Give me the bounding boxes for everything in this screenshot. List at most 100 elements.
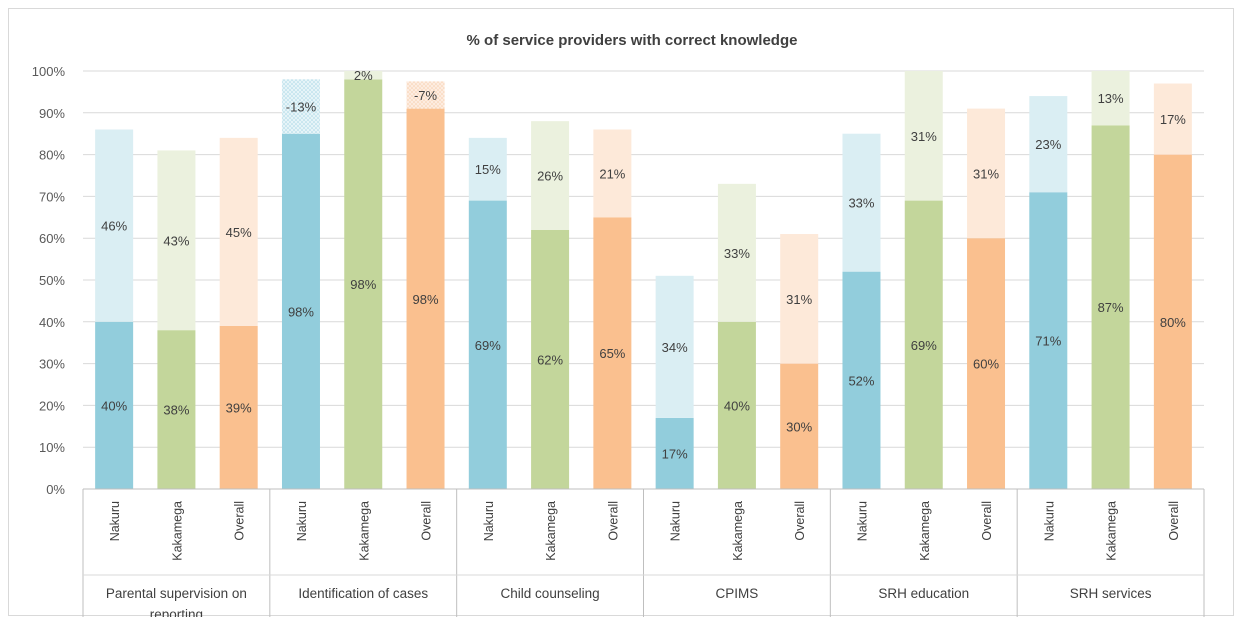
bar-change-nakuru <box>95 129 134 322</box>
x-axis: Nakuru Kakamega Overall Nakuru Kakamega Overa… <box>82 488 1205 617</box>
y-tick-label: 80% <box>39 148 65 163</box>
data-label-base: 39% <box>226 400 252 415</box>
data-label-change: 34% <box>662 340 688 355</box>
data-label-base: 65% <box>599 346 625 361</box>
bar-change-kakamega <box>904 71 943 201</box>
data-label-base: 80% <box>1160 315 1186 330</box>
bar-base-overall <box>593 217 632 490</box>
bar-change-overall <box>1153 83 1192 155</box>
data-label-base: 69% <box>911 338 937 353</box>
y-tick-label: 40% <box>39 315 65 330</box>
x-category-label: Kakamega <box>357 501 371 561</box>
bar-base-overall <box>219 325 258 489</box>
data-label-change: 31% <box>786 292 812 307</box>
bar-change-nakuru <box>468 137 507 201</box>
x-group-label: Child counseling <box>501 586 600 601</box>
x-group-label: SRH services <box>1070 586 1152 601</box>
x-category-label: Nakuru <box>1042 501 1056 541</box>
data-label-change: 21% <box>599 166 625 181</box>
data-label-change: 17% <box>1160 112 1186 127</box>
x-category-label: Nakuru <box>108 501 122 541</box>
x-group-label: Identification of cases <box>298 586 428 601</box>
chart-frame: % of service providers with correct know… <box>8 8 1234 617</box>
bar-change-kakamega <box>157 150 196 331</box>
bar-change-kakamega <box>531 121 570 230</box>
data-label-change: 15% <box>475 162 501 177</box>
y-tick-label: 50% <box>39 273 65 288</box>
y-tick-label: 20% <box>39 398 65 413</box>
bar-change-overall <box>406 81 445 109</box>
chart-title: % of service providers with correct know… <box>467 32 798 49</box>
x-category-label: Overall <box>420 501 434 541</box>
bar-base-overall <box>780 363 819 489</box>
bar-base-nakuru <box>842 271 881 489</box>
bar-base-nakuru <box>468 200 507 489</box>
bar-change-overall <box>593 129 632 218</box>
data-label-base: 38% <box>163 403 189 418</box>
x-category-label: Nakuru <box>855 501 869 541</box>
x-category-label: Overall <box>793 501 807 541</box>
x-category-label: Kakamega <box>170 501 184 561</box>
bar-base-overall <box>406 108 445 490</box>
data-label-change: 13% <box>1098 91 1124 106</box>
y-tick-label: 0% <box>46 482 65 497</box>
bar-base-kakamega <box>1091 125 1130 489</box>
data-label-change: 23% <box>1035 137 1061 152</box>
bar-base-kakamega <box>531 229 570 489</box>
x-category-label: Nakuru <box>669 501 683 541</box>
bar-change-overall <box>967 108 1006 239</box>
bar-change-kakamega <box>717 183 756 322</box>
bar-base-kakamega <box>717 321 756 489</box>
data-label-change: 43% <box>163 233 189 248</box>
x-category-label: Kakamega <box>544 501 558 561</box>
data-label-change: 31% <box>973 166 999 181</box>
bar-change-nakuru <box>281 79 320 134</box>
data-label-change: -13% <box>286 100 317 115</box>
bar-base-nakuru <box>1029 192 1068 489</box>
x-category-label: Overall <box>233 501 247 541</box>
x-category-label: Overall <box>1167 501 1181 541</box>
bar-base-kakamega <box>344 79 383 490</box>
bar-base-kakamega <box>904 200 943 489</box>
bar-base-overall <box>1153 154 1192 489</box>
data-label-change: 26% <box>537 169 563 184</box>
data-label-base: 60% <box>973 357 999 372</box>
y-tick-label: 70% <box>39 189 65 204</box>
x-group-label: CPIMS <box>716 586 759 601</box>
bar-base-kakamega <box>157 330 196 489</box>
bar-base-nakuru <box>655 417 694 489</box>
data-label-base: 98% <box>413 292 439 307</box>
data-label-change: 2% <box>354 68 373 83</box>
data-label-change: 45% <box>226 225 252 240</box>
gridlines <box>83 70 1204 448</box>
bar-base-overall <box>967 238 1006 489</box>
data-label-change: 33% <box>848 196 874 211</box>
x-category-label: Kakamega <box>1105 501 1119 561</box>
x-group-label: reporting <box>150 607 203 617</box>
x-category-label: Kakamega <box>918 501 932 561</box>
bar-change-kakamega <box>344 71 383 80</box>
y-tick-label: 100% <box>32 64 66 79</box>
data-label-base: 17% <box>662 446 688 461</box>
data-label-change: -7% <box>414 88 438 103</box>
bar-change-overall <box>219 137 258 326</box>
bar-change-kakamega <box>1091 71 1130 126</box>
y-axis: 0% 10% 20% 30% 40% 50% 60% 70% 80% 90% 100% <box>32 64 66 497</box>
data-label-change: 33% <box>724 246 750 261</box>
bar-change-nakuru <box>842 133 881 272</box>
x-group-label: SRH education <box>878 586 969 601</box>
data-label-base: 40% <box>724 398 750 413</box>
data-label-base: 98% <box>350 277 376 292</box>
x-category-label: Nakuru <box>482 501 496 541</box>
data-label-base: 98% <box>288 304 314 319</box>
data-label-base: 52% <box>848 373 874 388</box>
data-label-base: 71% <box>1035 334 1061 349</box>
x-group-label: Parental supervision on <box>106 586 247 601</box>
data-label-base: 87% <box>1098 300 1124 315</box>
data-label-base: 40% <box>101 398 127 413</box>
y-tick-label: 30% <box>39 357 65 372</box>
bar-change-nakuru <box>1029 96 1068 193</box>
data-label-base: 30% <box>786 419 812 434</box>
bar-change-nakuru <box>655 275 694 418</box>
x-category-label: Nakuru <box>295 501 309 541</box>
